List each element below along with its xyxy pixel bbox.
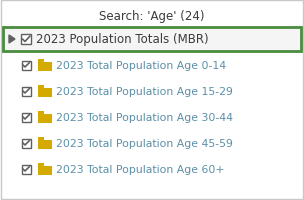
FancyBboxPatch shape xyxy=(38,163,44,166)
Text: 2023 Total Population Age 30-44: 2023 Total Population Age 30-44 xyxy=(56,112,233,122)
FancyBboxPatch shape xyxy=(38,140,52,149)
FancyBboxPatch shape xyxy=(38,114,52,123)
Text: 2023 Total Population Age 15-29: 2023 Total Population Age 15-29 xyxy=(56,87,233,97)
Bar xyxy=(22,139,30,148)
FancyBboxPatch shape xyxy=(38,88,52,97)
Bar xyxy=(22,113,30,122)
Text: Search: 'Age' (24): Search: 'Age' (24) xyxy=(99,10,205,23)
Bar xyxy=(21,35,31,45)
Text: 2023 Total Population Age 60+: 2023 Total Population Age 60+ xyxy=(56,164,224,174)
Bar xyxy=(22,87,30,96)
FancyBboxPatch shape xyxy=(38,86,44,88)
FancyBboxPatch shape xyxy=(38,166,52,175)
Bar xyxy=(22,61,30,70)
FancyBboxPatch shape xyxy=(3,28,301,52)
Bar xyxy=(22,165,30,174)
Text: 2023 Total Population Age 45-59: 2023 Total Population Age 45-59 xyxy=(56,138,233,148)
Text: 2023 Population Totals (MBR): 2023 Population Totals (MBR) xyxy=(36,33,209,46)
FancyBboxPatch shape xyxy=(38,62,52,71)
FancyBboxPatch shape xyxy=(38,60,44,62)
FancyBboxPatch shape xyxy=(38,137,44,140)
Polygon shape xyxy=(9,36,15,44)
FancyBboxPatch shape xyxy=(38,111,44,114)
Text: 2023 Total Population Age 0-14: 2023 Total Population Age 0-14 xyxy=(56,61,226,71)
